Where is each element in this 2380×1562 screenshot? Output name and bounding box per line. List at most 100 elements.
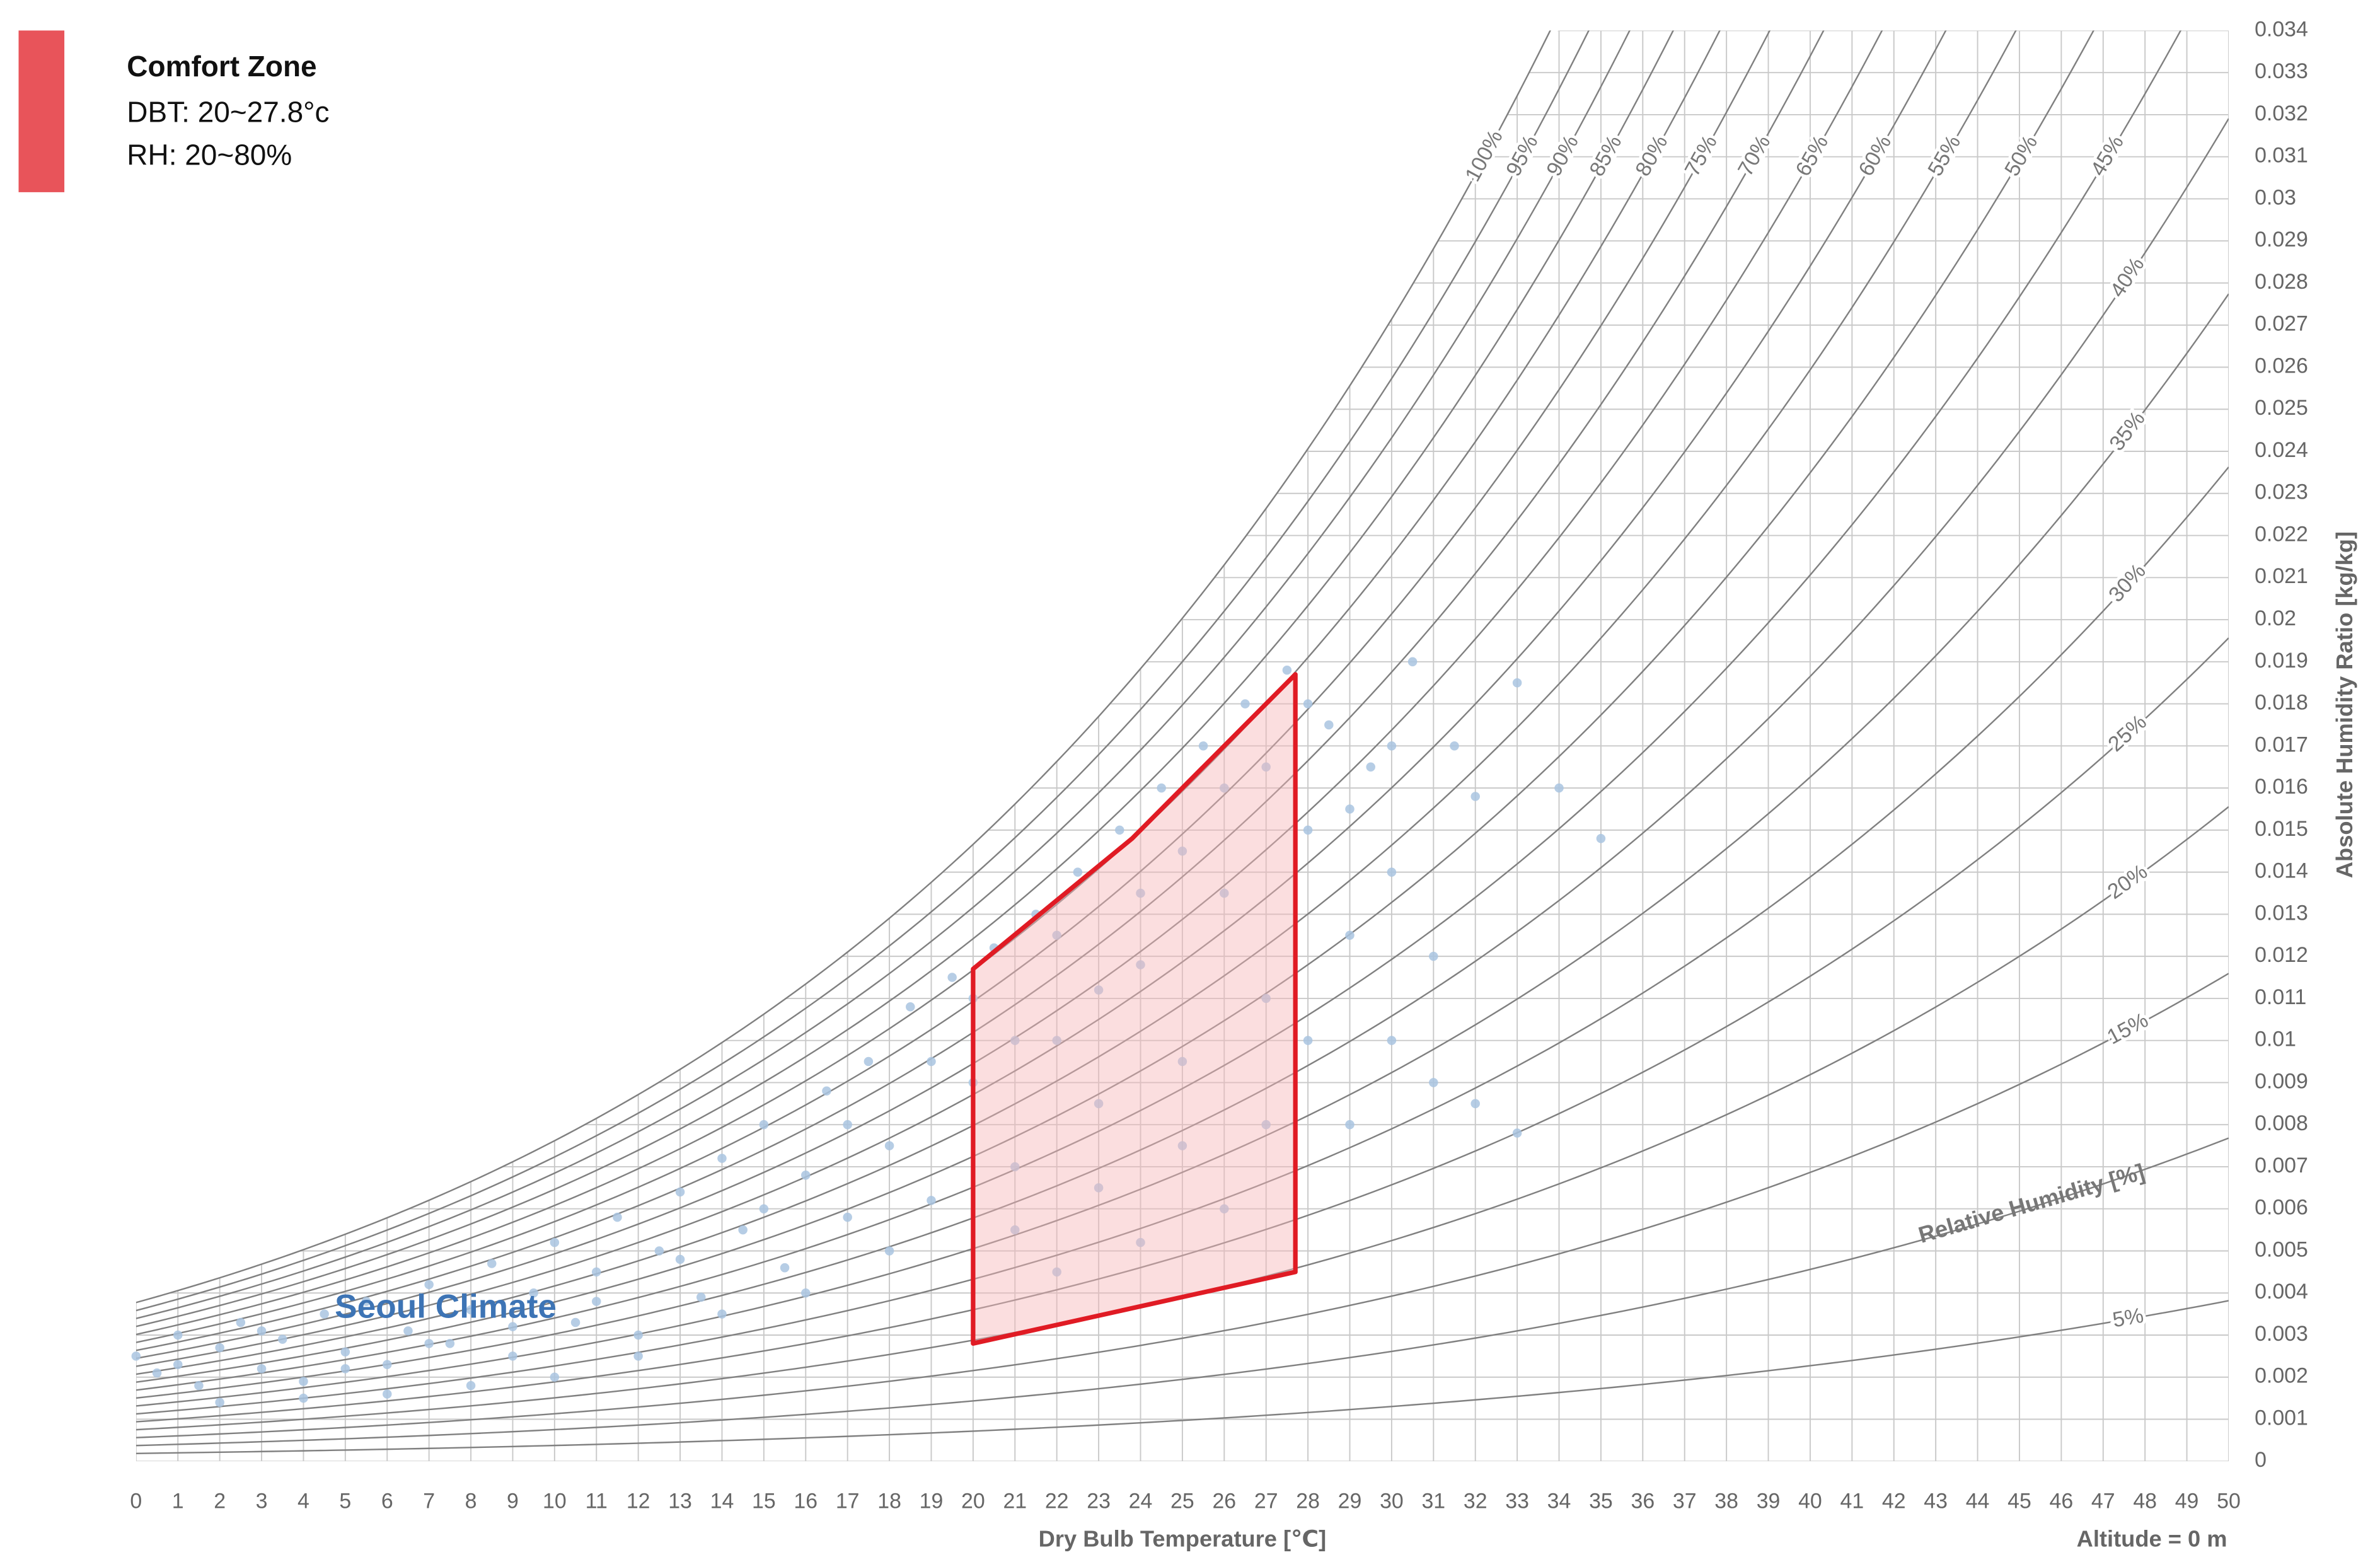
climate-point xyxy=(633,1351,643,1361)
climate-point xyxy=(1220,888,1229,898)
climate-point xyxy=(1429,1078,1438,1087)
x-tick-label: 48 xyxy=(2133,1490,2157,1513)
rh-label: 90% xyxy=(1542,131,1583,180)
x-tick-label: 36 xyxy=(1631,1490,1655,1513)
x-tick-label: 39 xyxy=(1757,1490,1781,1513)
note: Altitude = 0 m xyxy=(2077,1526,2227,1552)
climate-point xyxy=(654,1246,664,1256)
climate-point xyxy=(299,1377,308,1386)
climate-point xyxy=(780,1263,790,1273)
climate-point xyxy=(1470,792,1480,801)
climate-point xyxy=(633,1330,643,1340)
climate-point xyxy=(173,1330,183,1340)
y-tick-label: 0.024 xyxy=(2255,438,2308,462)
climate-point xyxy=(550,1237,560,1247)
climate-point xyxy=(1345,1119,1355,1130)
x-tick-label: 35 xyxy=(1589,1490,1613,1513)
x-tick-label: 42 xyxy=(1882,1490,1906,1513)
x-tick-label: 0 xyxy=(130,1490,142,1513)
x-tick-label: 20 xyxy=(961,1490,985,1513)
climate-point xyxy=(215,1343,224,1353)
climate-point xyxy=(947,973,957,982)
legend-title: Comfort Zone xyxy=(127,50,316,83)
climate-point xyxy=(1220,1204,1229,1213)
rh-label: 55% xyxy=(1923,131,1965,180)
rh-curve xyxy=(136,30,1551,1304)
y-tick-label: 0.021 xyxy=(2255,564,2308,588)
y-tick-label: 0.01 xyxy=(2255,1027,2296,1051)
climate-point xyxy=(864,1056,874,1067)
x-tick-label: 5 xyxy=(339,1490,351,1513)
climate-point xyxy=(320,1309,329,1319)
rh-curve xyxy=(136,1300,2229,1454)
y-tick-label: 0.031 xyxy=(2255,144,2308,168)
y-tick-label: 0.03 xyxy=(2255,185,2296,209)
y-tick-label: 0.034 xyxy=(2255,17,2308,41)
y-tick-label: 0.012 xyxy=(2255,943,2308,967)
climate-point xyxy=(424,1280,434,1290)
y-tick-label: 0.023 xyxy=(2255,480,2308,504)
rh-label: 65% xyxy=(1791,131,1834,180)
rh-curve xyxy=(136,30,1631,1319)
x-tick-label: 25 xyxy=(1170,1490,1194,1513)
rh-curve xyxy=(136,293,2229,1407)
climate-point xyxy=(1136,888,1145,898)
rh-curve xyxy=(136,1137,2229,1447)
legend-line: DBT: 20~27.8°c xyxy=(127,96,329,129)
climate-point xyxy=(257,1326,267,1336)
x-tick-label: 31 xyxy=(1421,1490,1445,1513)
climate-point xyxy=(1073,867,1083,877)
y-tick-label: 0.013 xyxy=(2255,901,2308,925)
x-tick-label: 40 xyxy=(1798,1490,1822,1513)
x-tick-label: 8 xyxy=(465,1490,477,1513)
annotation: Seoul Climate xyxy=(335,1288,557,1325)
climate-point xyxy=(1387,741,1397,751)
climate-point xyxy=(1366,762,1375,772)
climate-point xyxy=(1094,1099,1104,1109)
scatter xyxy=(131,657,1606,1408)
climate-point xyxy=(131,1351,141,1361)
rh-label: 5% xyxy=(2111,1304,2146,1333)
climate-point xyxy=(592,1297,601,1306)
climate-point xyxy=(1177,1141,1187,1150)
climate-point xyxy=(906,1002,915,1012)
rh-curve xyxy=(136,30,2094,1383)
climate-point xyxy=(299,1393,308,1403)
climate-point xyxy=(382,1360,392,1369)
x-tick-label: 26 xyxy=(1212,1490,1236,1513)
climate-point xyxy=(1303,825,1313,835)
climate-point xyxy=(801,1288,811,1298)
y-tick-label: 0.032 xyxy=(2255,101,2308,125)
climate-point xyxy=(340,1364,350,1374)
climate-point xyxy=(1512,1128,1522,1138)
legend-line: RH: 20~80% xyxy=(127,138,292,171)
y-tick-label: 0.029 xyxy=(2255,228,2308,252)
rh-label: 50% xyxy=(2000,131,2042,180)
climate-point xyxy=(1345,930,1355,940)
climate-point xyxy=(1261,1119,1271,1130)
climate-point xyxy=(1450,741,1459,751)
climate-point xyxy=(1282,665,1292,675)
climate-point xyxy=(340,1347,350,1357)
x-tick-label: 17 xyxy=(836,1490,860,1513)
rh-curve xyxy=(136,30,1883,1360)
climate-point xyxy=(1094,985,1104,995)
x-tick-label: 4 xyxy=(298,1490,309,1513)
y-tick-label: 0.026 xyxy=(2255,354,2308,378)
climate-point xyxy=(1554,783,1564,793)
x-tick-label: 33 xyxy=(1505,1490,1529,1513)
climate-point xyxy=(675,1187,685,1197)
climate-point xyxy=(487,1259,497,1268)
x-tick-label: 22 xyxy=(1045,1490,1069,1513)
climate-point xyxy=(717,1309,727,1319)
climate-point xyxy=(361,1297,371,1306)
climate-point xyxy=(1387,1036,1397,1045)
y-tick-label: 0.017 xyxy=(2255,732,2308,756)
x-tick-label: 2 xyxy=(214,1490,226,1513)
climate-point xyxy=(277,1334,287,1344)
climate-point xyxy=(1198,741,1208,751)
y-tick-label: 0.011 xyxy=(2255,985,2306,1009)
x-tick-label: 12 xyxy=(627,1490,650,1513)
climate-point xyxy=(466,1380,476,1391)
